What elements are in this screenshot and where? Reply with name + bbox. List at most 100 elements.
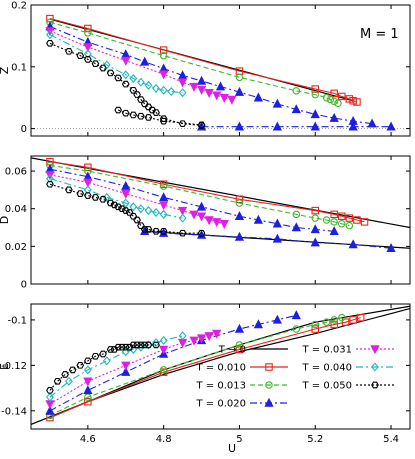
data-point-T013: [311, 90, 319, 99]
data-point-T020: [310, 109, 320, 119]
data-point-T031: [121, 189, 131, 199]
data-point-T013: [311, 214, 319, 222]
legend-marker-T040: [371, 362, 379, 372]
data-point-T031: [189, 82, 199, 92]
data-point-T020: [215, 81, 226, 91]
data-point-T050: [46, 39, 54, 47]
data-point-T050: [76, 52, 85, 59]
data-point-T040: [159, 209, 168, 219]
data-point-T013: [330, 316, 338, 324]
legend: T → 0 T = 0.010 T = 0.013 T = 0.020 T = 0.03…: [196, 345, 394, 410]
series-line-T020: [49, 168, 335, 232]
y-tick-label: -0.14: [1, 406, 27, 417]
legend-label-T0: T → 0: [218, 345, 246, 356]
data-point-T040: [144, 80, 153, 90]
data-point-T040: [102, 356, 111, 366]
series-line-T013: [49, 164, 350, 227]
data-point-T013: [345, 221, 354, 230]
data-point-T050: [99, 350, 107, 358]
data-point-T031: [204, 332, 214, 342]
data-point-T020: [291, 310, 301, 320]
data-point-T050b: [197, 121, 206, 129]
data-point-T040: [144, 206, 153, 216]
legend-label-T031: T = 0.031: [302, 345, 352, 356]
data-point-T013: [338, 220, 346, 228]
data-point-T013: [322, 318, 331, 326]
series-line-T031: [49, 333, 217, 405]
data-point-T050: [133, 216, 141, 224]
data-point-T040: [64, 376, 73, 386]
data-point-T040: [178, 331, 187, 341]
legend-label-T050: T = 0.050: [302, 381, 352, 392]
data-point-T020: [140, 56, 150, 66]
data-point-T020: [253, 214, 264, 224]
data-point-T010: [84, 163, 92, 172]
data-point-T013: [292, 87, 301, 95]
data-point-T031: [227, 95, 237, 105]
data-point-T050: [91, 60, 100, 68]
data-point-T050: [61, 371, 69, 378]
data-point-T010: [235, 345, 244, 354]
data-point-T013: [322, 93, 331, 102]
data-point-T040: [83, 185, 92, 195]
y-tick-label: 0.04: [5, 204, 27, 215]
data-point-T013: [322, 216, 331, 224]
data-point-T050: [99, 64, 107, 72]
data-point-T013: [235, 341, 244, 349]
data-point-T050: [152, 227, 160, 235]
data-point-T031: [159, 201, 169, 211]
data-point-T031: [83, 43, 93, 53]
data-point-T031: [196, 212, 207, 222]
data-point-T031: [159, 70, 169, 80]
data-point-T013: [292, 325, 301, 333]
x-axis-label: U: [228, 442, 236, 455]
data-point-T020: [234, 211, 245, 220]
data-point-T013: [334, 99, 342, 108]
data-point-T031: [177, 206, 188, 216]
data-point-T031: [83, 377, 93, 387]
data-point-T050b: [114, 106, 123, 114]
data-point-T040: [46, 392, 54, 402]
data-point-T010: [345, 214, 354, 222]
data-point-T050: [152, 109, 160, 116]
series-line-T020b: [144, 230, 392, 249]
series-line-T040: [49, 178, 183, 219]
data-point-T010: [84, 24, 92, 33]
data-point-T040: [136, 77, 145, 87]
data-point-T020: [291, 222, 301, 232]
data-point-T010: [330, 89, 338, 98]
data-point-T020b: [348, 121, 358, 131]
data-point-T050b: [121, 109, 130, 117]
data-point-T010: [341, 318, 350, 326]
data-point-T040: [102, 60, 111, 70]
legend-marker-T010: [265, 363, 273, 371]
series-line-T0: [49, 18, 354, 102]
data-point-T040: [136, 204, 145, 214]
data-point-T050: [148, 106, 157, 114]
data-point-T031: [204, 88, 214, 98]
series-line-T040: [49, 34, 183, 94]
data-point-T040: [83, 49, 92, 59]
data-point-T020: [45, 405, 55, 415]
data-point-T050: [178, 229, 187, 237]
data-point-T031: [219, 93, 229, 103]
data-point-T050: [91, 194, 100, 201]
data-point-T020: [329, 226, 339, 236]
data-point-T031: [189, 210, 199, 220]
panel-d: 0 0.02 0.04 0.06 D: [0, 155, 411, 291]
data-point-T040: [129, 202, 138, 212]
y-tick-label: 0.02: [5, 242, 27, 253]
data-point-T050: [114, 74, 123, 82]
data-point-T020b: [386, 121, 396, 131]
data-point-T020: [121, 180, 131, 190]
y-tick-label: 0.06: [5, 167, 27, 178]
data-point-T040: [46, 30, 54, 40]
y-axis-label: E: [0, 363, 11, 370]
y-tick-label: 0: [21, 124, 27, 135]
data-point-T020b: [310, 237, 320, 247]
data-point-T050: [144, 226, 153, 233]
y-tick-label: 0.2: [11, 1, 27, 12]
series-line-T020: [49, 26, 373, 125]
legend-label-T040: T = 0.040: [302, 363, 352, 374]
